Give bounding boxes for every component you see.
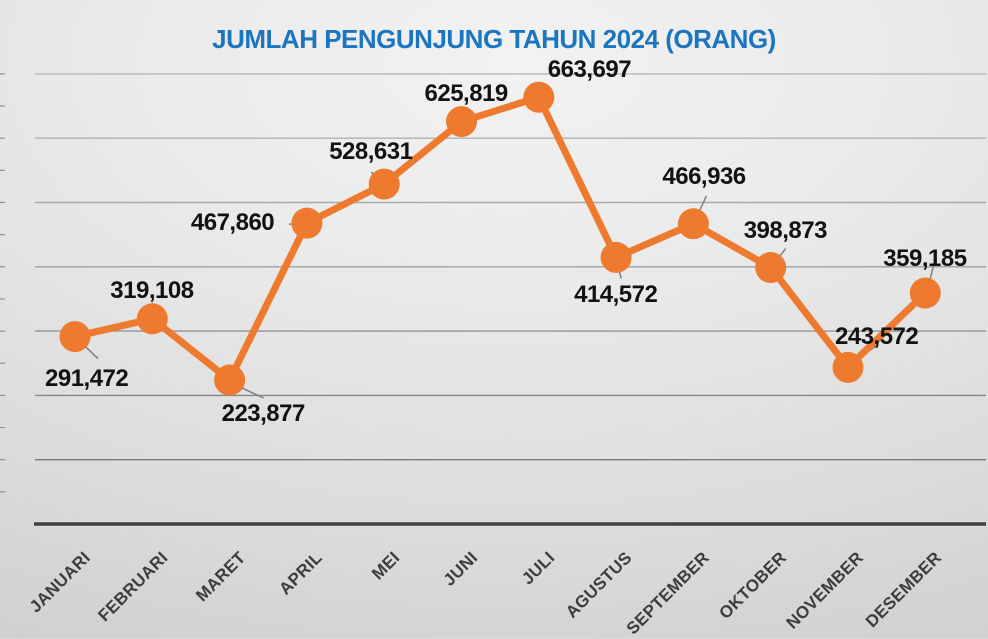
data-label-januari: 291,472 [45, 364, 129, 392]
marker-agustus [600, 241, 632, 273]
series-line [71, 93, 929, 384]
marker-juni [446, 106, 477, 138]
marker-maret [214, 364, 246, 396]
chart-title: JUMLAH PENGUNJUNG TAHUN 2024 (ORANG) [212, 24, 776, 54]
marker-november [832, 351, 864, 383]
data-label-agustus: 414,572 [574, 281, 658, 309]
data-label-juni: 625,819 [424, 79, 509, 107]
marker-september [677, 208, 709, 240]
marker-juli [523, 81, 555, 113]
data-label-mei: 528,631 [329, 138, 413, 166]
marker-oktober [755, 252, 787, 284]
marker-januari [59, 321, 91, 353]
data-label-april: 467,860 [190, 209, 275, 237]
data-label-oktober: 398,873 [743, 216, 828, 244]
marker-mei [368, 168, 400, 200]
marker-februari [136, 303, 168, 335]
data-label-februari: 319,108 [110, 276, 194, 304]
data-label-desember: 359,185 [883, 245, 967, 273]
data-label-november: 243,572 [835, 323, 919, 351]
data-label-juli: 663,697 [547, 56, 632, 84]
data-label-maret: 223,877 [221, 400, 306, 428]
data-label-september: 466,936 [662, 162, 746, 190]
marker-desember [909, 277, 941, 309]
marker-april [291, 207, 323, 239]
